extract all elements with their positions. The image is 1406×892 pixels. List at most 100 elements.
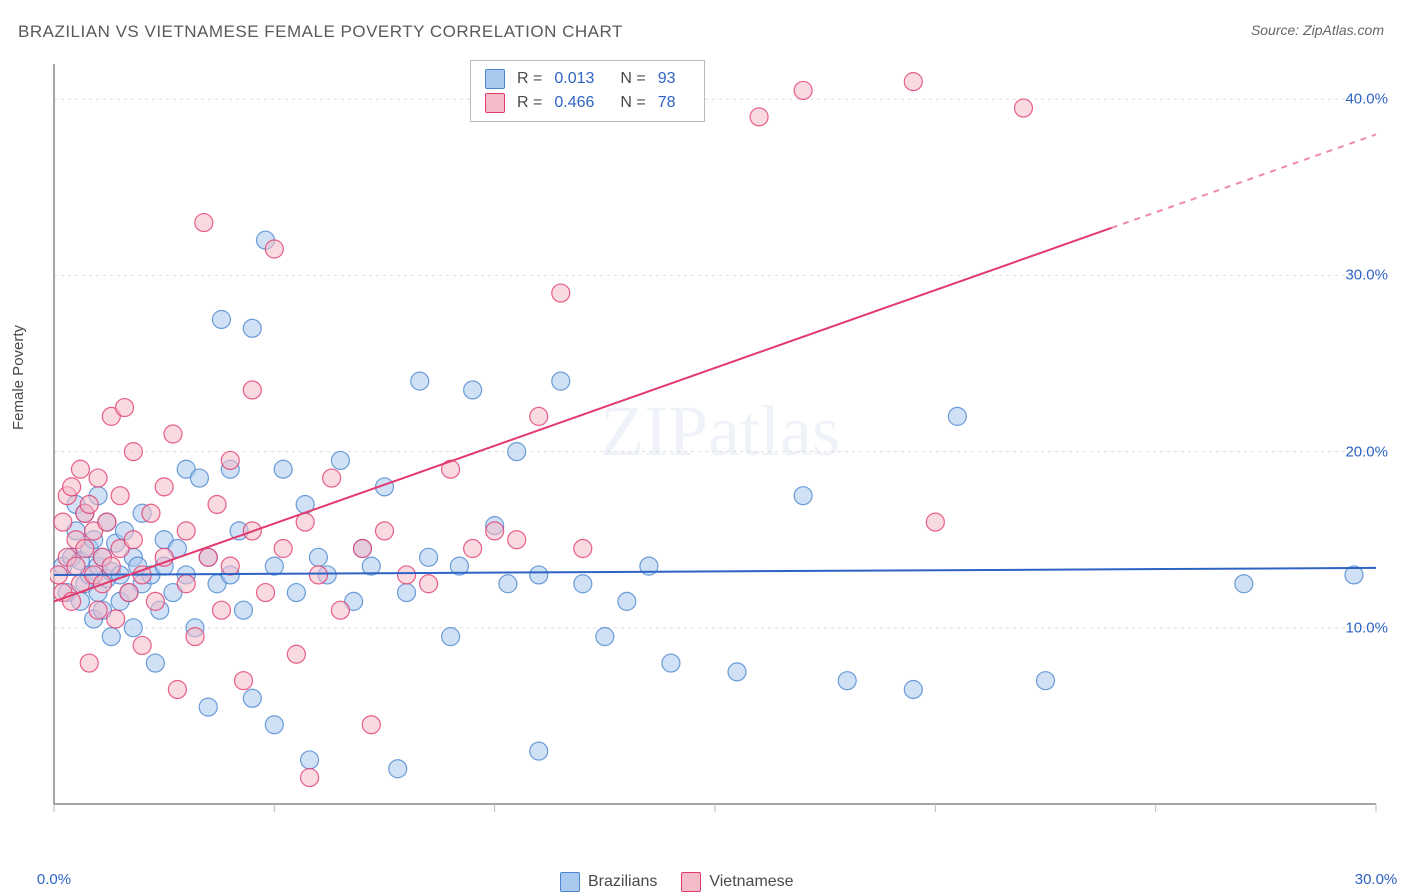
series-legend: Brazilians Vietnamese	[560, 872, 794, 892]
stats-row: R = 0.013N = 93	[485, 67, 690, 91]
scatter-point	[904, 73, 922, 91]
scatter-point	[265, 716, 283, 734]
scatter-point	[552, 284, 570, 302]
stat-r-label: R =	[517, 94, 542, 112]
scatter-point	[530, 566, 548, 584]
scatter-point	[80, 654, 98, 672]
scatter-point	[411, 372, 429, 390]
scatter-point	[54, 513, 72, 531]
scatter-point	[1037, 672, 1055, 690]
legend-item: Vietnamese	[681, 872, 793, 892]
scatter-point	[142, 504, 160, 522]
series-swatch	[485, 69, 505, 89]
scatter-point	[120, 584, 138, 602]
scatter-point	[362, 716, 380, 734]
scatter-point	[948, 407, 966, 425]
legend-label: Vietnamese	[709, 873, 793, 891]
stat-r-value: 0.466	[554, 94, 594, 112]
scatter-point	[838, 672, 856, 690]
scatter-point	[208, 495, 226, 513]
scatter-point	[89, 469, 107, 487]
scatter-point	[243, 689, 261, 707]
scatter-point	[794, 81, 812, 99]
scatter-point	[552, 372, 570, 390]
scatter-point	[195, 214, 213, 232]
x-tick-label: 0.0%	[37, 871, 71, 888]
scatter-point	[274, 540, 292, 558]
stat-n-value: 93	[658, 70, 676, 88]
scatter-point	[80, 495, 98, 513]
scatter-point	[212, 601, 230, 619]
scatter-point	[102, 628, 120, 646]
scatter-point	[155, 478, 173, 496]
y-tick-label: 40.0%	[1345, 91, 1388, 108]
scatter-point	[442, 628, 460, 646]
scatter-point	[728, 663, 746, 681]
scatter-point	[107, 610, 125, 628]
scatter-point	[124, 443, 142, 461]
scatter-point	[146, 592, 164, 610]
scatter-point	[133, 636, 151, 654]
scatter-point	[177, 575, 195, 593]
y-axis-label: Female Poverty	[10, 325, 27, 430]
scatter-point	[389, 760, 407, 778]
source-attribution: Source: ZipAtlas.com	[1251, 22, 1384, 38]
scatter-point	[221, 451, 239, 469]
scatter-point	[301, 769, 319, 787]
scatter-point	[71, 460, 89, 478]
scatter-point	[265, 240, 283, 258]
scatter-point	[111, 487, 129, 505]
scatter-point	[124, 619, 142, 637]
series-swatch	[560, 872, 580, 892]
scatter-point	[662, 654, 680, 672]
scatter-point	[1235, 575, 1253, 593]
scatter-point	[274, 460, 292, 478]
scatter-point	[596, 628, 614, 646]
trend-line	[54, 568, 1376, 575]
scatter-point	[420, 548, 438, 566]
scatter-point	[265, 557, 283, 575]
chart-title: BRAZILIAN VS VIETNAMESE FEMALE POVERTY C…	[18, 22, 623, 42]
scatter-point	[212, 310, 230, 328]
scatter-point	[794, 487, 812, 505]
scatter-point	[301, 751, 319, 769]
scatter-point	[508, 443, 526, 461]
scatter-point	[257, 584, 275, 602]
scatter-point	[530, 742, 548, 760]
scatter-point	[76, 540, 94, 558]
scatter-point	[398, 584, 416, 602]
scatter-point	[287, 645, 305, 663]
scatter-point	[199, 698, 217, 716]
scatter-point	[89, 601, 107, 619]
scatter-point	[199, 548, 217, 566]
scatter-point	[309, 566, 327, 584]
trend-line-extrapolated	[1112, 134, 1376, 227]
y-tick-label: 20.0%	[1345, 443, 1388, 460]
scatter-point	[464, 381, 482, 399]
scatter-point	[618, 592, 636, 610]
scatter-point	[353, 540, 371, 558]
scatter-point	[376, 522, 394, 540]
scatter-point	[750, 108, 768, 126]
scatter-point	[67, 557, 85, 575]
scatter-point	[398, 566, 416, 584]
scatter-point	[243, 381, 261, 399]
scatter-point	[323, 469, 341, 487]
scatter-point	[499, 575, 517, 593]
stat-r-value: 0.013	[554, 70, 594, 88]
scatter-point	[904, 680, 922, 698]
scatter-point	[190, 469, 208, 487]
scatter-point	[331, 601, 349, 619]
scatter-point	[177, 522, 195, 540]
y-tick-label: 10.0%	[1345, 619, 1388, 636]
correlation-stats-box: R = 0.013N = 93R = 0.466N = 78	[470, 60, 705, 122]
scatter-point	[98, 513, 116, 531]
stat-r-label: R =	[517, 70, 542, 88]
scatter-point	[116, 399, 134, 417]
scatter-point	[464, 540, 482, 558]
legend-item: Brazilians	[560, 872, 657, 892]
scatter-point	[155, 548, 173, 566]
scatter-point	[309, 548, 327, 566]
scatter-point	[926, 513, 944, 531]
scatter-point	[508, 531, 526, 549]
